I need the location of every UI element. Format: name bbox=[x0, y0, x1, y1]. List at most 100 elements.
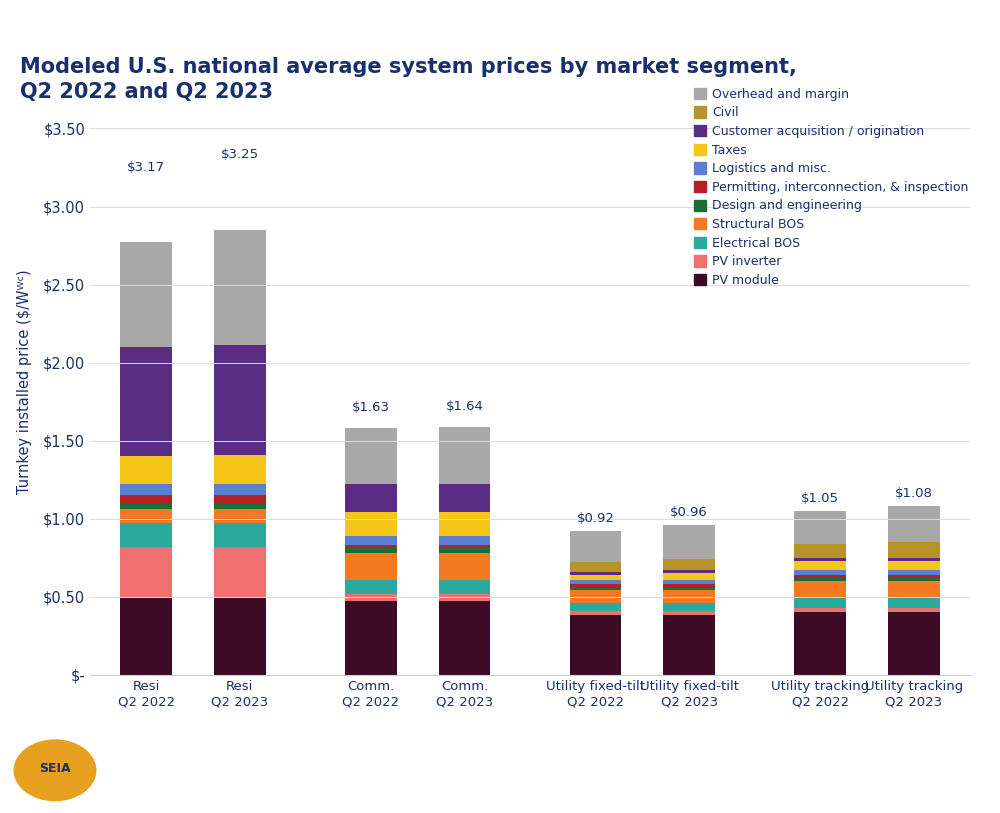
Bar bbox=[663, 587, 715, 590]
Bar bbox=[794, 511, 846, 544]
Bar bbox=[570, 580, 621, 585]
Text: $1.08: $1.08 bbox=[895, 487, 933, 500]
Bar bbox=[570, 603, 621, 611]
Bar bbox=[439, 602, 490, 675]
Text: $3.17: $3.17 bbox=[127, 161, 165, 174]
Bar bbox=[794, 561, 846, 570]
Text: SEIA: SEIA bbox=[39, 762, 71, 775]
Bar bbox=[888, 542, 940, 558]
Bar bbox=[663, 570, 715, 573]
Bar bbox=[794, 607, 846, 612]
Bar bbox=[794, 575, 846, 578]
Bar bbox=[439, 593, 490, 602]
Bar bbox=[794, 558, 846, 561]
Legend: Overhead and margin, Civil, Customer acquisition / origination, Taxes, Logistics: Overhead and margin, Civil, Customer acq… bbox=[690, 84, 973, 291]
Bar bbox=[570, 585, 621, 587]
Bar bbox=[214, 597, 266, 675]
Bar bbox=[214, 509, 266, 524]
Bar bbox=[663, 590, 715, 603]
Bar bbox=[439, 485, 490, 512]
Bar bbox=[439, 427, 490, 485]
Bar bbox=[345, 548, 397, 553]
Bar bbox=[794, 581, 846, 598]
Bar bbox=[214, 524, 266, 547]
Bar bbox=[120, 509, 172, 524]
Bar bbox=[214, 230, 266, 346]
Text: Mackenzie: Mackenzie bbox=[220, 785, 302, 798]
Text: $3.25: $3.25 bbox=[221, 148, 259, 161]
Bar bbox=[663, 585, 715, 587]
Bar bbox=[345, 428, 397, 485]
Bar bbox=[439, 536, 490, 546]
Bar bbox=[570, 563, 621, 572]
Bar bbox=[120, 485, 172, 495]
Text: $1.63: $1.63 bbox=[352, 401, 390, 414]
Bar bbox=[570, 575, 621, 580]
Bar bbox=[345, 593, 397, 602]
Bar bbox=[794, 570, 846, 575]
Bar bbox=[439, 546, 490, 548]
Bar bbox=[570, 615, 621, 675]
Y-axis label: Turnkey installed price ($/Wᵂᶜ): Turnkey installed price ($/Wᵂᶜ) bbox=[17, 270, 32, 494]
Bar bbox=[794, 578, 846, 581]
Bar bbox=[439, 580, 490, 593]
Bar bbox=[345, 580, 397, 593]
Text: Source: SEIA/Wood Mackenzie Solar Market Insight Report Q3 2023: Source: SEIA/Wood Mackenzie Solar Market… bbox=[584, 764, 980, 776]
Bar bbox=[570, 611, 621, 615]
Bar bbox=[120, 547, 172, 597]
Bar bbox=[888, 570, 940, 575]
Bar bbox=[120, 503, 172, 509]
Bar bbox=[120, 456, 172, 485]
Bar bbox=[663, 611, 715, 615]
Bar bbox=[663, 573, 715, 580]
Bar bbox=[345, 512, 397, 536]
Bar bbox=[663, 525, 715, 559]
Bar bbox=[214, 485, 266, 495]
Bar bbox=[439, 553, 490, 580]
Bar bbox=[439, 548, 490, 553]
Bar bbox=[663, 603, 715, 611]
Text: $0.92: $0.92 bbox=[577, 512, 614, 525]
Ellipse shape bbox=[12, 738, 98, 802]
Bar bbox=[570, 587, 621, 590]
Bar bbox=[214, 454, 266, 485]
Bar bbox=[888, 506, 940, 542]
Bar bbox=[345, 485, 397, 512]
Bar bbox=[570, 590, 621, 603]
Bar bbox=[345, 536, 397, 546]
Bar bbox=[345, 553, 397, 580]
Bar bbox=[120, 242, 172, 347]
Bar bbox=[120, 524, 172, 547]
Text: Modeled U.S. national average system prices by market segment,
Q2 2022 and Q2 20: Modeled U.S. national average system pri… bbox=[20, 57, 797, 102]
Text: ✓: ✓ bbox=[157, 750, 173, 770]
Bar bbox=[663, 615, 715, 675]
Bar bbox=[888, 558, 940, 561]
Bar bbox=[120, 495, 172, 503]
Bar bbox=[345, 602, 397, 675]
Text: Wood: Wood bbox=[220, 759, 264, 773]
Bar bbox=[794, 612, 846, 675]
Text: $1.64: $1.64 bbox=[446, 399, 483, 412]
Bar bbox=[214, 346, 266, 454]
Bar bbox=[214, 547, 266, 597]
Bar bbox=[888, 561, 940, 570]
Bar bbox=[214, 495, 266, 503]
Bar bbox=[888, 581, 940, 598]
Bar bbox=[888, 578, 940, 581]
Bar bbox=[794, 598, 846, 607]
Bar bbox=[663, 559, 715, 570]
Bar bbox=[888, 612, 940, 675]
Bar bbox=[345, 546, 397, 548]
Bar bbox=[570, 531, 621, 563]
Bar bbox=[120, 347, 172, 456]
Bar bbox=[439, 512, 490, 536]
Bar bbox=[794, 544, 846, 558]
Bar bbox=[888, 598, 940, 607]
Bar bbox=[663, 580, 715, 585]
Text: $0.96: $0.96 bbox=[670, 506, 708, 519]
Text: $1.05: $1.05 bbox=[801, 492, 839, 505]
Bar bbox=[570, 572, 621, 575]
Bar bbox=[888, 607, 940, 612]
Bar bbox=[214, 503, 266, 509]
Bar bbox=[888, 575, 940, 578]
